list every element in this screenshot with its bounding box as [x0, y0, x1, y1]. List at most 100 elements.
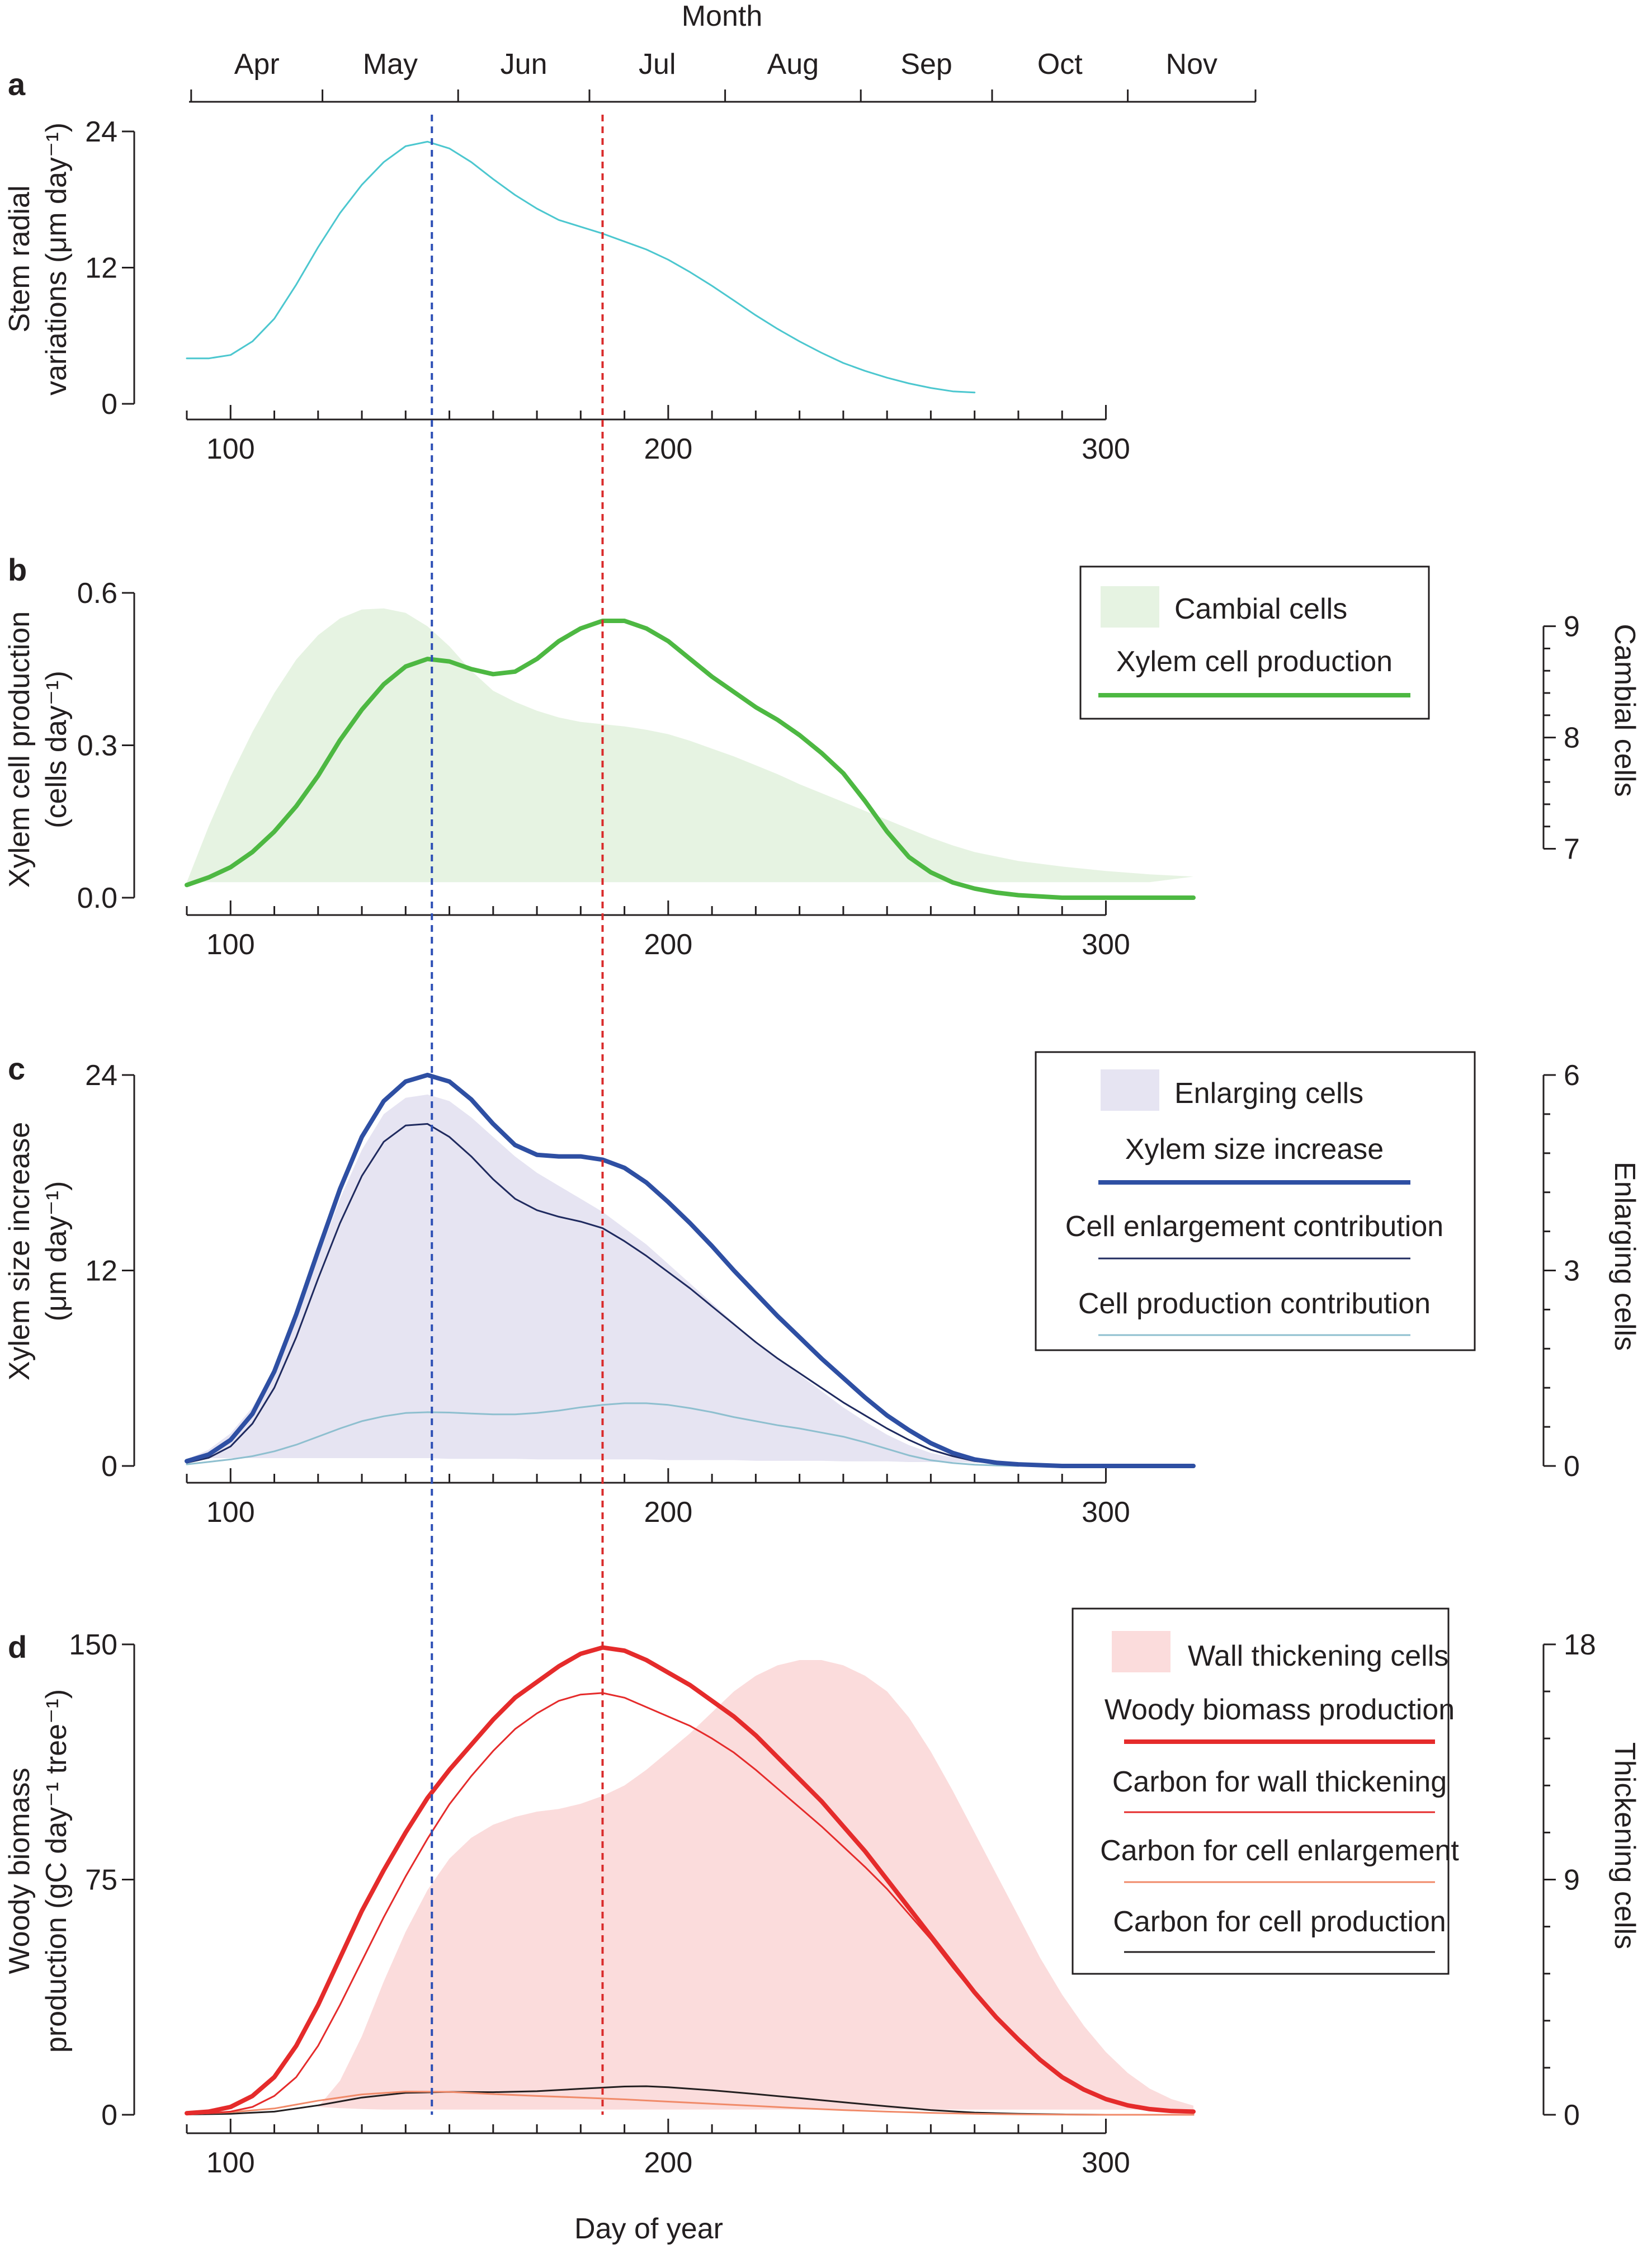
legend-label-carbon-for-cell-enlargement: Carbon for cell enlargement — [1100, 1835, 1459, 1867]
series-cell-production-contribution — [186, 1402, 1019, 1467]
y-tick-label: 12 — [85, 1255, 117, 1288]
month-axis-ticks — [190, 89, 1257, 102]
panel-b-ylabel-line1: Xylem cell production — [3, 611, 36, 888]
x-tick-label: 100 — [206, 2147, 255, 2179]
panel-d-axes: 0 75 150 100 200 300 0 9 18 — [69, 1629, 1596, 2179]
month-label-jul: Jul — [639, 48, 676, 81]
panel-d-letter: d — [8, 1629, 27, 1665]
y-tick-label: 150 — [69, 1629, 117, 1661]
legend-swatch-wall-thickening-cells — [1112, 1631, 1170, 1672]
y-tick-label: 0 — [101, 388, 117, 421]
panel-a-axes: 0 12 24 100 200 300 — [85, 116, 1130, 465]
series-stem-radial-variations — [186, 140, 976, 394]
panel-a-series — [186, 140, 976, 394]
area-cambial-cells — [187, 608, 1193, 883]
panel-b-series — [185, 619, 1196, 900]
panel-b-legend: Cambial cells Xylem cell production — [1079, 565, 1430, 720]
y2-tick-label: 18 — [1564, 1629, 1596, 1661]
legend-label-cell-enlargement-contribution: Cell enlargement contribution — [1065, 1210, 1443, 1243]
series-xylem-cell-production — [185, 619, 1196, 900]
marker-lines — [431, 115, 604, 2115]
x-tick-label: 300 — [1082, 2147, 1130, 2179]
y-tick-label: 0 — [101, 1450, 117, 1483]
x-tick-label: 100 — [206, 928, 255, 961]
panel-a-ylabel: Stem radial variations (μm day⁻¹) — [3, 122, 73, 395]
y2-tick-label: 0 — [1564, 2099, 1580, 2132]
panel-d-xlabel: Day of year — [574, 2213, 723, 2245]
x-tick-label: 300 — [1082, 928, 1130, 961]
y2-tick-label: 8 — [1564, 722, 1580, 755]
panel-c-ylabel-line2: (μm day⁻¹) — [40, 1181, 73, 1322]
panel-b-ylabel: Xylem cell production (cells day⁻¹) — [3, 611, 73, 888]
y2-tick-label: 9 — [1564, 611, 1580, 643]
y2-tick-label: 9 — [1564, 1864, 1580, 1897]
y-tick-label: 0.3 — [77, 730, 117, 762]
month-axis: Month Apr May Jun Jul Aug Sep Oct Nov — [189, 0, 1257, 103]
panel-c-ylabel-line1: Xylem size increase — [3, 1122, 36, 1380]
legend-swatch-enlarging-cells — [1101, 1069, 1159, 1111]
month-label-may: May — [363, 48, 418, 81]
x-tick-label: 200 — [644, 433, 692, 465]
panel-b-y2-label: Cambial cells — [1608, 624, 1641, 796]
panel-b-ylabel-line2: (cells day⁻¹) — [40, 671, 73, 828]
month-label-sep: Sep — [900, 48, 952, 81]
panel-c-ylabel: Xylem size increase (μm day⁻¹) — [3, 1122, 73, 1380]
panel-c-series — [185, 1073, 1196, 1468]
legend-label-xylem-cell-production: Xylem cell production — [1116, 645, 1393, 678]
area-wall-thickening-cells — [318, 1660, 1193, 2110]
legend-label-cambial-cells: Cambial cells — [1174, 593, 1347, 625]
panel-d-ylabel-line2: production (gC day⁻¹ tree⁻¹) — [40, 1689, 73, 2053]
legend-label-enlarging-cells: Enlarging cells — [1174, 1077, 1363, 1110]
legend-label-wall-thickening-cells: Wall thickening cells — [1188, 1640, 1448, 1672]
month-label-aug: Aug — [767, 48, 819, 81]
y2-tick-label: 0 — [1564, 1450, 1580, 1483]
month-label-apr: Apr — [234, 48, 280, 81]
panel-b-area — [187, 608, 1193, 883]
x-tick-label: 300 — [1082, 433, 1130, 465]
panel-a-ylabel-line2: variations (μm day⁻¹) — [40, 122, 73, 395]
panel-d-legend: Wall thickening cells Woody biomass prod… — [1072, 1607, 1459, 1975]
series-cell-enlargement-contribution — [186, 1123, 1019, 1466]
x-tick-label: 200 — [644, 2147, 692, 2179]
panel-c-legend: Enlarging cells Xylem size increase Cell… — [1035, 1051, 1476, 1351]
panel-b: b Xylem cell production (cells day⁻¹) Ca… — [3, 552, 1641, 961]
panel-b-axes: 0.0 0.3 0.6 100 200 300 7 8 9 — [77, 577, 1580, 961]
legend-swatch-cambial-cells — [1101, 586, 1159, 628]
y-tick-label: 24 — [85, 116, 117, 148]
x-tick-label: 100 — [206, 433, 255, 465]
panel-c-axes: 0 12 24 100 200 300 0 3 6 — [85, 1059, 1580, 1529]
y2-tick-label: 3 — [1564, 1255, 1580, 1288]
panel-d-ylabel: Woody biomass production (gC day⁻¹ tree⁻… — [3, 1689, 73, 2053]
x-tick-label: 300 — [1082, 1496, 1130, 1529]
panel-c-y2-label: Enlarging cells — [1608, 1162, 1641, 1351]
panel-b-letter: b — [8, 552, 27, 587]
x-tick-label: 200 — [644, 1496, 692, 1529]
series-xylem-size-increase — [185, 1073, 1196, 1468]
legend-label-cell-production-contribution: Cell production contribution — [1078, 1288, 1431, 1320]
y-tick-label: 75 — [85, 1864, 117, 1897]
y-tick-label: 0 — [101, 2099, 117, 2132]
panel-d: d Woody biomass production (gC day⁻¹ tre… — [3, 1607, 1641, 2245]
panel-d-ylabel-line1: Woody biomass — [3, 1768, 36, 1974]
panel-a-ylabel-line1: Stem radial — [3, 186, 36, 333]
y2-tick-label: 6 — [1564, 1059, 1580, 1092]
legend-label-carbon-for-wall-thickening: Carbon for wall thickening — [1112, 1766, 1447, 1798]
month-label-oct: Oct — [1037, 48, 1083, 81]
series-woody-biomass-production — [185, 1645, 1196, 2116]
y2-tick-label: 7 — [1564, 833, 1580, 865]
series-carbon-for-cell-enlargement — [186, 2091, 1195, 2116]
x-tick-label: 200 — [644, 928, 692, 961]
panel-c: c Xylem size increase (μm day⁻¹) Enlargi… — [3, 1051, 1641, 1529]
month-label-jun: Jun — [501, 48, 547, 81]
month-axis-title: Month — [682, 0, 763, 32]
panel-d-area — [318, 1660, 1193, 2110]
panel-c-letter: c — [8, 1051, 25, 1086]
legend-label-xylem-size-increase: Xylem size increase — [1125, 1133, 1384, 1166]
panel-d-y2-label: Thickening cells — [1608, 1742, 1641, 1949]
panel-a: a Stem radial variations (μm day⁻¹) 0 12 2… — [3, 67, 1130, 465]
panel-d-series — [185, 1645, 1196, 2116]
legend-label-carbon-for-cell-production: Carbon for cell production — [1113, 1906, 1446, 1938]
y-tick-label: 0.6 — [77, 577, 117, 610]
y-tick-label: 0.0 — [77, 882, 117, 914]
